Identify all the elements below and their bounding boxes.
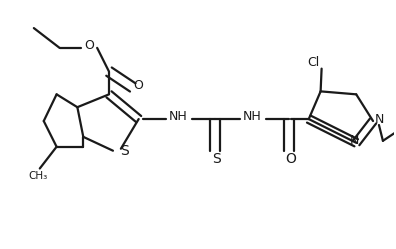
Text: N: N <box>375 113 385 125</box>
Text: N: N <box>350 134 359 147</box>
Text: Cl: Cl <box>308 56 320 69</box>
Text: NH: NH <box>169 110 188 123</box>
Text: NH: NH <box>243 110 262 123</box>
Text: CH₃: CH₃ <box>28 171 48 182</box>
Text: O: O <box>286 152 296 166</box>
Text: S: S <box>212 152 221 166</box>
Text: S: S <box>120 144 129 158</box>
Text: O: O <box>84 39 94 52</box>
Text: O: O <box>134 79 144 92</box>
